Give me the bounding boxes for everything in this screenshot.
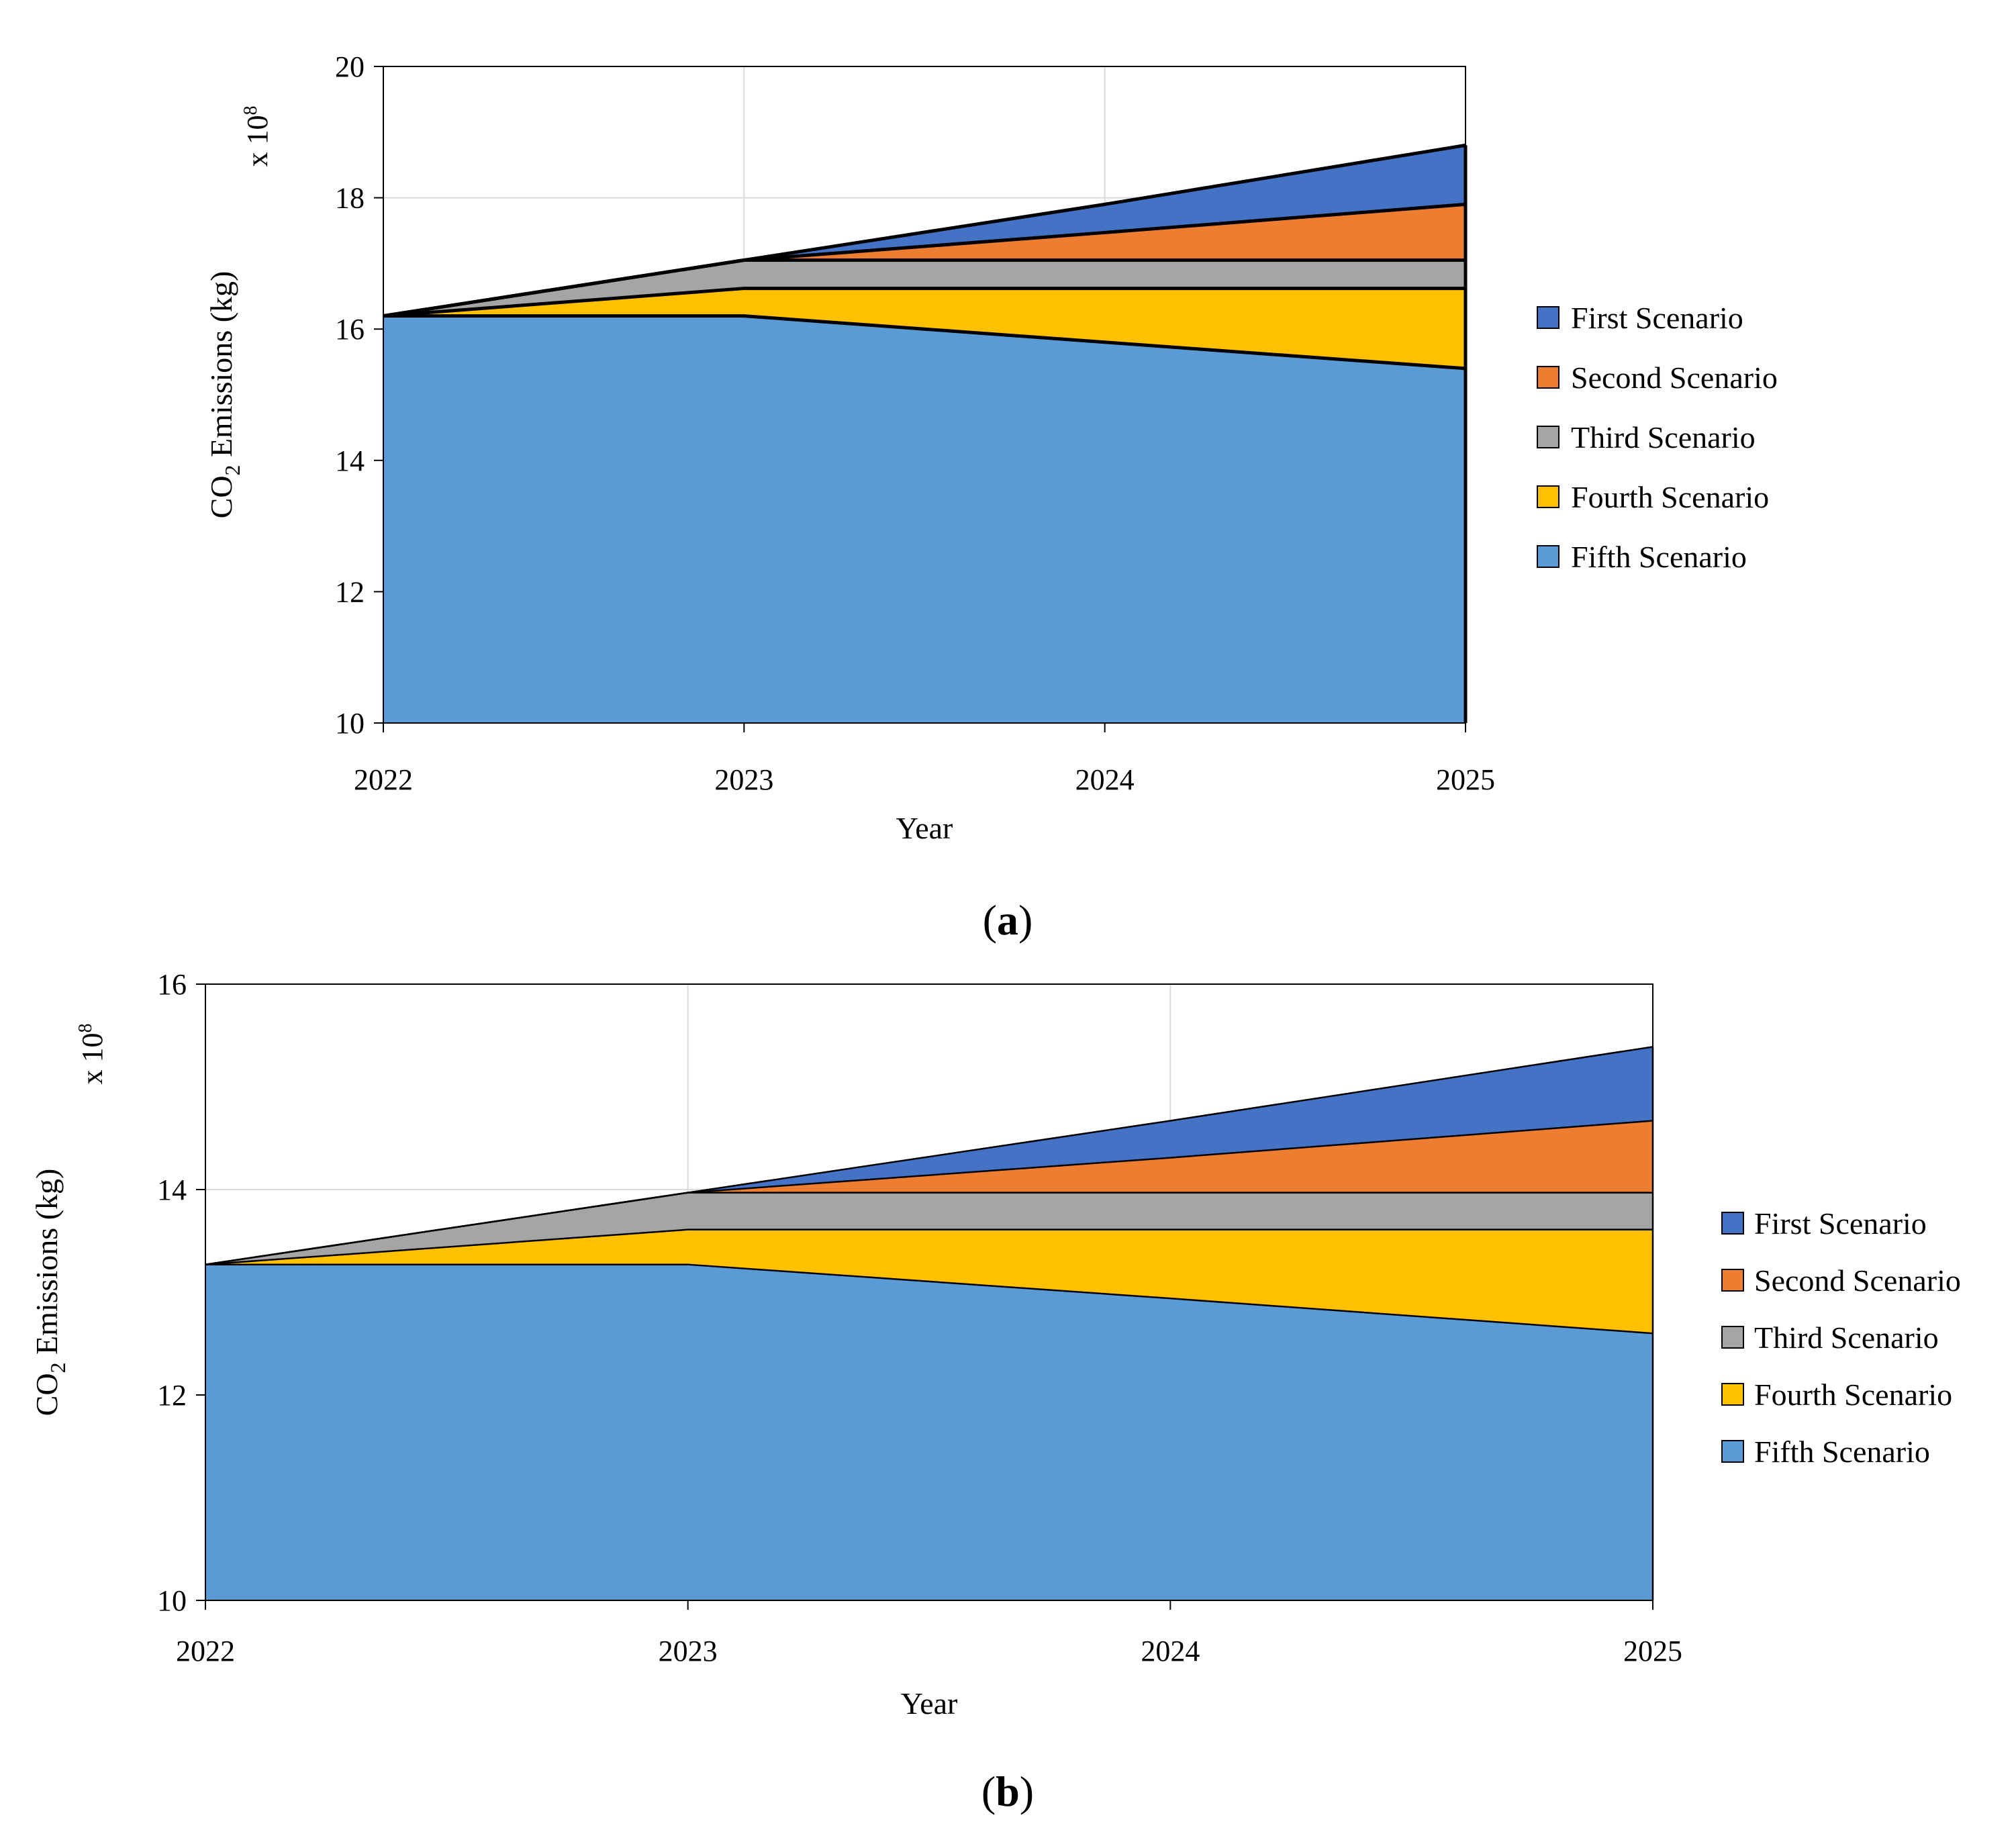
y-axis-title-prefix: CO <box>30 1373 64 1416</box>
legend-swatch <box>1537 426 1559 448</box>
legend-label: Second Scenario <box>1754 1263 1961 1298</box>
legend-swatch <box>1721 1269 1744 1292</box>
y-axis-multiplier: x 108 <box>75 1024 109 1085</box>
line-third-scenario <box>383 258 1466 318</box>
x-tick-label: 2024 <box>1141 1635 1200 1668</box>
caption-letter: a <box>997 896 1018 944</box>
area-fifth-scenario <box>383 316 1466 723</box>
legend-label: Second Scenario <box>1571 360 1778 395</box>
multiplier-exponent: 8 <box>75 1024 96 1033</box>
legend-swatch <box>1721 1440 1744 1463</box>
panel-a-chart: 10 12 14 16 18 20 2022 2023 2024 2025 Year CO2 Emis… <box>204 50 1778 944</box>
y-axis-title-suffix: Emissions (kg) <box>204 271 238 465</box>
x-axis-title: Year <box>896 811 953 845</box>
legend-swatch <box>1537 366 1559 389</box>
legend-label: Third Scenario <box>1571 420 1756 454</box>
y-axis-title-suffix: Emissions (kg) <box>30 1169 64 1363</box>
plot-frame <box>383 66 1466 724</box>
legend-label: First Scenario <box>1754 1206 1927 1241</box>
y-tick-label: 10 <box>335 707 365 740</box>
legend-label: Fifth Scenario <box>1571 540 1747 574</box>
caption-paren-close: ) <box>1020 1768 1034 1815</box>
legend: First Scenario Second Scenario Third Scena… <box>1721 1206 1961 1469</box>
line-fourth-scenario <box>205 1228 1653 1265</box>
legend-label: Third Scenario <box>1754 1320 1939 1355</box>
panel-caption: (a) <box>983 896 1033 944</box>
x-axis-title: Year <box>901 1686 958 1721</box>
y-tick-label: 14 <box>157 1173 187 1206</box>
legend-swatch <box>1721 1212 1744 1235</box>
legend: First Scenario Second Scenario Third Scena… <box>1537 301 1778 574</box>
line-fifth-scenario <box>383 314 1466 371</box>
caption-paren-open: ( <box>983 896 997 944</box>
y-axis-title: CO2 Emissions (kg) <box>204 271 244 519</box>
y-tick-label: 14 <box>335 444 365 477</box>
caption-paren-close: ) <box>1018 896 1033 944</box>
x-tick-label: 2025 <box>1623 1635 1682 1668</box>
multiplier-base: x 10 <box>76 1033 109 1085</box>
y-tick-label: 16 <box>335 313 365 346</box>
area-fifth-scenario <box>205 1264 1653 1600</box>
multiplier-exponent: 8 <box>240 106 261 115</box>
y-axis-title-subscript: 2 <box>46 1362 70 1373</box>
legend-swatch <box>1721 1383 1744 1406</box>
y-axis-title: CO2 Emissions (kg) <box>30 1169 70 1416</box>
x-tick-label: 2023 <box>714 763 773 796</box>
y-tick-label: 18 <box>335 182 365 215</box>
x-tick-label: 2022 <box>354 763 413 796</box>
y-axis-title-subscript: 2 <box>220 465 244 475</box>
legend-label: First Scenario <box>1571 301 1743 335</box>
y-axis-multiplier: x 108 <box>240 106 274 167</box>
y-tick-label: 16 <box>157 968 187 1001</box>
legend-swatch <box>1537 545 1559 568</box>
panel-b-chart: 10 12 14 16 2022 2023 2024 2025 Year CO2 Emission… <box>30 968 1961 1815</box>
caption-letter: b <box>996 1768 1020 1815</box>
caption-paren-open: ( <box>981 1768 996 1815</box>
x-tick-label: 2025 <box>1436 763 1495 796</box>
x-tick-label: 2022 <box>176 1635 235 1668</box>
panel-caption: (b) <box>981 1768 1034 1815</box>
y-tick-label: 10 <box>157 1584 187 1617</box>
line-fourth-scenario <box>383 287 1466 318</box>
y-axis-title-prefix: CO <box>204 475 238 518</box>
x-tick-label: 2024 <box>1075 763 1135 796</box>
y-tick-label: 12 <box>335 575 365 608</box>
line-fifth-scenario <box>205 1263 1653 1335</box>
y-tick-label: 20 <box>335 50 365 83</box>
multiplier-base: x 10 <box>241 115 274 167</box>
plot-frame <box>205 983 1653 1601</box>
legend-swatch <box>1721 1326 1744 1349</box>
legend-label: Fourth Scenario <box>1571 480 1769 514</box>
legend-swatch <box>1537 485 1559 508</box>
legend-swatch <box>1537 306 1559 329</box>
line-third-scenario <box>205 1192 1653 1265</box>
x-tick-label: 2023 <box>659 1635 718 1668</box>
legend-label: Fifth Scenario <box>1754 1435 1930 1469</box>
y-tick-label: 12 <box>157 1379 187 1412</box>
legend-label: Fourth Scenario <box>1754 1378 1952 1412</box>
